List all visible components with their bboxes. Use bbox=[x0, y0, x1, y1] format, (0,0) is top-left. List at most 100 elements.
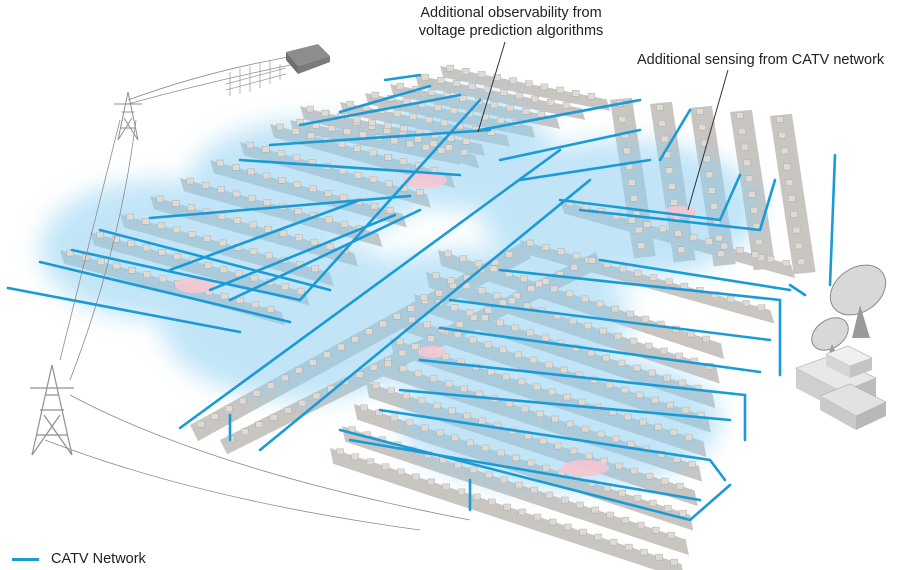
house bbox=[518, 508, 526, 516]
house bbox=[405, 419, 414, 426]
house bbox=[715, 234, 723, 242]
transmission-tower-icon bbox=[30, 364, 74, 456]
catv-line bbox=[98, 228, 332, 292]
catv-line bbox=[378, 408, 727, 482]
house bbox=[279, 230, 288, 237]
house bbox=[663, 374, 671, 382]
house bbox=[402, 392, 411, 399]
house bbox=[352, 116, 361, 123]
house bbox=[776, 116, 784, 123]
house bbox=[487, 129, 496, 136]
house bbox=[536, 410, 544, 418]
house bbox=[649, 499, 657, 507]
house bbox=[450, 107, 458, 114]
house bbox=[295, 367, 303, 374]
house bbox=[390, 137, 399, 145]
house bbox=[354, 171, 362, 179]
house bbox=[437, 76, 445, 84]
house bbox=[269, 414, 278, 421]
house bbox=[630, 195, 638, 202]
house bbox=[309, 185, 317, 193]
house bbox=[460, 385, 468, 393]
house bbox=[710, 203, 718, 210]
house bbox=[427, 335, 435, 342]
house bbox=[469, 336, 477, 344]
house bbox=[526, 329, 534, 337]
house bbox=[522, 107, 530, 115]
house bbox=[625, 543, 633, 551]
catv-line bbox=[438, 326, 762, 374]
house bbox=[278, 176, 286, 184]
catv-line bbox=[258, 178, 592, 452]
house bbox=[414, 370, 423, 377]
house bbox=[421, 73, 429, 81]
house bbox=[239, 397, 247, 405]
house bbox=[563, 393, 571, 401]
house bbox=[505, 400, 514, 408]
house bbox=[477, 71, 486, 78]
hotspot bbox=[403, 172, 447, 188]
house bbox=[143, 271, 152, 278]
house bbox=[639, 418, 647, 426]
house bbox=[648, 369, 656, 377]
house bbox=[628, 179, 636, 186]
street-block bbox=[770, 113, 816, 275]
house bbox=[661, 477, 669, 485]
house bbox=[408, 316, 416, 323]
house bbox=[669, 428, 678, 436]
house bbox=[751, 251, 759, 258]
house bbox=[570, 264, 578, 271]
house bbox=[581, 425, 590, 433]
house bbox=[640, 548, 648, 556]
house bbox=[366, 458, 375, 465]
house bbox=[606, 511, 614, 519]
house bbox=[188, 230, 196, 238]
house bbox=[597, 430, 605, 438]
house bbox=[540, 83, 549, 91]
house bbox=[521, 405, 529, 413]
house bbox=[603, 484, 611, 492]
catv-line bbox=[338, 428, 732, 522]
house bbox=[708, 187, 716, 194]
catv-line bbox=[578, 178, 777, 232]
house bbox=[634, 270, 642, 277]
house bbox=[368, 119, 376, 126]
house bbox=[696, 108, 704, 115]
house bbox=[542, 464, 550, 472]
catv-line bbox=[828, 153, 837, 287]
house bbox=[369, 176, 378, 183]
catv-line bbox=[268, 128, 492, 147]
catv-line bbox=[148, 194, 412, 220]
substation-icon bbox=[225, 44, 330, 96]
house bbox=[542, 244, 550, 251]
house bbox=[678, 379, 686, 387]
house bbox=[473, 493, 481, 501]
house bbox=[477, 287, 486, 294]
house bbox=[201, 182, 210, 189]
house bbox=[515, 481, 523, 489]
house bbox=[384, 153, 392, 161]
house bbox=[390, 414, 399, 421]
house bbox=[248, 194, 256, 202]
house bbox=[700, 139, 709, 147]
house bbox=[263, 199, 271, 206]
house bbox=[265, 252, 273, 260]
house bbox=[561, 496, 569, 504]
catv-network-lines bbox=[6, 73, 837, 522]
house bbox=[576, 501, 584, 509]
house bbox=[564, 523, 572, 531]
house bbox=[414, 135, 422, 143]
house bbox=[635, 226, 643, 234]
house bbox=[478, 417, 486, 425]
house bbox=[523, 302, 531, 310]
catv-line bbox=[168, 198, 362, 272]
house bbox=[66, 249, 75, 257]
house bbox=[451, 434, 459, 442]
house bbox=[262, 172, 271, 180]
house bbox=[292, 154, 301, 162]
house bbox=[485, 471, 493, 479]
house bbox=[545, 491, 554, 499]
house bbox=[585, 452, 593, 460]
house bbox=[446, 64, 454, 72]
house bbox=[496, 319, 504, 327]
